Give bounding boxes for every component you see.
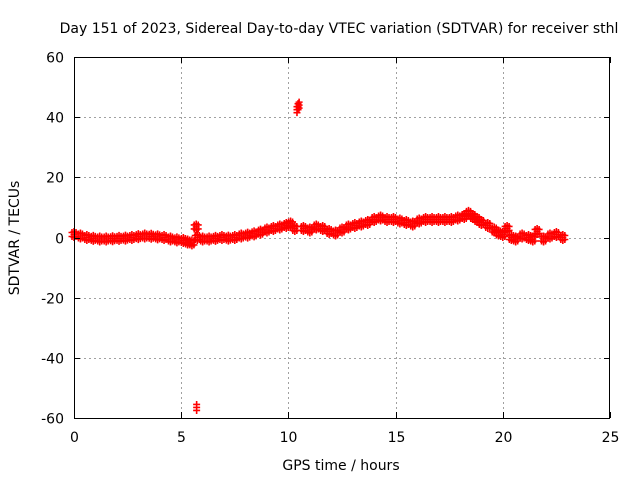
data-point <box>557 231 569 244</box>
data-point <box>501 221 513 235</box>
data-point <box>323 224 335 238</box>
data-point <box>375 211 387 225</box>
axis-ticks: 0 5 10 15 20 25 -60 -40 -20 0 20 40 60 <box>41 51 619 447</box>
y-tick-label: 20 <box>46 171 64 187</box>
data-point <box>297 221 309 235</box>
data-point <box>550 227 562 241</box>
data-point <box>81 231 93 244</box>
data-point <box>158 231 170 244</box>
data-point <box>394 214 406 228</box>
data-point <box>510 232 522 246</box>
data-point <box>544 229 556 243</box>
chart-title: Day 151 of 2023, Sidereal Day-to-day VTE… <box>60 21 619 37</box>
y-axis-label: SDTVAR / TECUs <box>7 181 23 296</box>
x-tick-label: 20 <box>495 430 513 446</box>
data-point <box>445 212 457 226</box>
data-point <box>235 229 247 243</box>
data-point <box>330 226 342 240</box>
y-tick-label: -20 <box>41 292 64 308</box>
data-point <box>74 229 86 243</box>
data-point <box>407 217 419 231</box>
data-point <box>413 214 425 228</box>
series-sdtvar <box>68 98 569 414</box>
data-point <box>210 231 222 245</box>
data-point <box>248 227 260 241</box>
data-point <box>336 223 348 237</box>
data-point <box>452 211 464 225</box>
x-axis-label: GPS time / hours <box>282 458 399 474</box>
data-point <box>164 232 176 246</box>
data-point <box>261 223 273 237</box>
x-tick-label: 0 <box>70 430 79 446</box>
data-point <box>387 212 399 226</box>
x-tick-label: 10 <box>280 430 298 446</box>
data-point <box>516 229 528 243</box>
data-point <box>527 232 539 246</box>
y-tick-label: -40 <box>41 352 64 368</box>
data-point <box>310 220 322 234</box>
data-points <box>68 98 569 414</box>
x-tick-label: 5 <box>177 430 186 446</box>
data-point <box>274 220 286 234</box>
data-point <box>193 400 201 414</box>
x-tick-label: 15 <box>388 430 406 446</box>
data-point <box>368 212 380 226</box>
y-tick-label: 60 <box>46 51 64 67</box>
data-point <box>400 215 412 229</box>
x-tick-label: 25 <box>602 430 620 446</box>
data-point <box>255 225 267 239</box>
data-point <box>475 215 487 229</box>
data-point <box>538 232 550 246</box>
data-point <box>349 218 361 232</box>
data-point <box>304 223 316 237</box>
data-point <box>531 224 543 238</box>
data-point <box>294 100 302 114</box>
data-point <box>295 98 303 112</box>
data-point <box>317 221 329 235</box>
data-point <box>362 215 374 229</box>
data-point <box>355 217 367 231</box>
y-tick-label: 0 <box>55 232 64 248</box>
data-point <box>342 220 354 234</box>
data-point <box>126 231 138 244</box>
data-point <box>229 231 241 244</box>
data-point <box>267 221 279 235</box>
y-tick-label: -60 <box>41 412 64 428</box>
data-point <box>289 221 301 235</box>
y-tick-label: 40 <box>46 111 64 127</box>
data-point <box>190 220 202 234</box>
data-point <box>242 228 254 242</box>
